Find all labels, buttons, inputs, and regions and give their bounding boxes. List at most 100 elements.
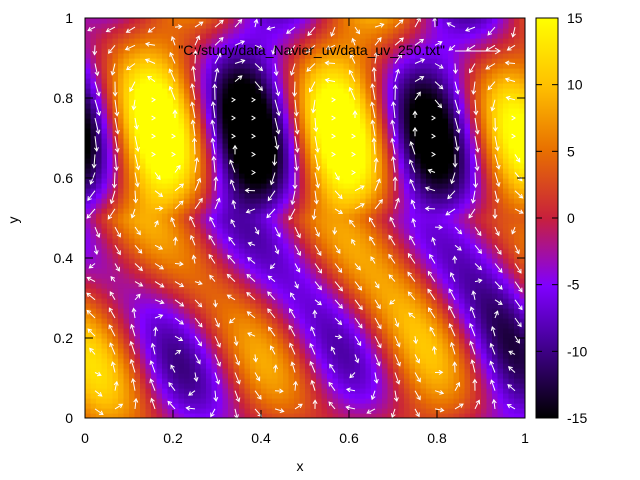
heatmap-cell <box>123 268 130 274</box>
heatmap-cell <box>299 313 306 319</box>
heatmap-cell <box>393 363 400 369</box>
heatmap-cell <box>365 88 372 94</box>
heatmap-cell <box>255 343 262 349</box>
heatmap-cell <box>173 143 180 149</box>
heatmap-cell <box>321 113 328 119</box>
heatmap-cell <box>101 83 108 89</box>
heatmap-cell <box>90 343 97 349</box>
heatmap-cell <box>338 48 345 54</box>
heatmap-cell <box>354 138 361 144</box>
heatmap-cell <box>90 318 97 324</box>
heatmap-cell <box>310 63 317 69</box>
heatmap-cell <box>327 38 334 44</box>
heatmap-cell <box>360 393 367 399</box>
heatmap-cell <box>173 328 180 334</box>
heatmap-cell <box>261 98 268 104</box>
heatmap-cell <box>283 108 290 114</box>
heatmap-cell <box>261 18 268 24</box>
heatmap-cell <box>228 68 235 74</box>
heatmap-cell <box>382 143 389 149</box>
heatmap-cell <box>382 358 389 364</box>
heatmap-cell <box>222 278 229 284</box>
heatmap-cell <box>250 183 257 189</box>
heatmap-cell <box>338 53 345 59</box>
heatmap-cell <box>195 23 202 29</box>
heatmap-cell <box>140 253 147 259</box>
heatmap-cell <box>118 28 125 34</box>
heatmap-cell <box>101 193 108 199</box>
heatmap-cell <box>299 173 306 179</box>
heatmap-cell <box>85 333 92 339</box>
heatmap-cell <box>343 68 350 74</box>
heatmap-cell <box>195 43 202 49</box>
heatmap-cell <box>283 113 290 119</box>
heatmap-cell <box>299 358 306 364</box>
heatmap-cell <box>90 78 97 84</box>
heatmap-cell <box>184 258 191 264</box>
heatmap-cell <box>261 113 268 119</box>
heatmap-cell <box>327 93 334 99</box>
heatmap-cell <box>283 238 290 244</box>
heatmap-cell <box>167 298 174 304</box>
heatmap-cell <box>426 403 433 409</box>
heatmap-cell <box>277 138 284 144</box>
heatmap-cell <box>398 93 405 99</box>
heatmap-cell <box>112 228 119 234</box>
heatmap-cell <box>272 183 279 189</box>
heatmap-cell <box>118 178 125 184</box>
heatmap-cell <box>338 243 345 249</box>
heatmap-cell <box>250 38 257 44</box>
heatmap-cell <box>112 203 119 209</box>
heatmap-cell <box>107 388 114 394</box>
heatmap-cell <box>134 208 141 214</box>
heatmap-cell <box>107 243 114 249</box>
heatmap-cell <box>387 358 394 364</box>
heatmap-cell <box>200 393 207 399</box>
heatmap-cell <box>321 408 328 414</box>
heatmap-cell <box>189 68 196 74</box>
heatmap-cell <box>261 268 268 274</box>
heatmap-cell <box>189 48 196 54</box>
heatmap-cell <box>299 178 306 184</box>
heatmap-cell <box>360 163 367 169</box>
heatmap-cell <box>217 43 224 49</box>
heatmap-cell <box>283 73 290 79</box>
heatmap-cell <box>338 368 345 374</box>
heatmap-cell <box>277 88 284 94</box>
heatmap-cell <box>239 83 246 89</box>
heatmap-cell <box>277 413 284 418</box>
heatmap-cell <box>167 263 174 269</box>
heatmap-cell <box>398 48 405 54</box>
heatmap-cell <box>112 408 119 414</box>
heatmap-cell <box>184 213 191 219</box>
heatmap-cell <box>96 148 103 154</box>
heatmap-cell <box>288 33 295 39</box>
heatmap-cell <box>233 138 240 144</box>
heatmap-cell <box>184 328 191 334</box>
heatmap-cell <box>173 38 180 44</box>
heatmap-cell <box>222 363 229 369</box>
heatmap-cell <box>376 268 383 274</box>
heatmap-cell <box>305 188 312 194</box>
heatmap-cell <box>222 318 229 324</box>
heatmap-cell <box>156 378 163 384</box>
heatmap-cell <box>288 388 295 394</box>
heatmap-cell <box>420 143 427 149</box>
heatmap-cell <box>404 253 411 259</box>
heatmap-cell <box>156 303 163 309</box>
heatmap-cell <box>178 173 185 179</box>
heatmap-cell <box>90 118 97 124</box>
heatmap-cell <box>134 133 141 139</box>
heatmap-cell <box>107 118 114 124</box>
heatmap-cell <box>277 143 284 149</box>
heatmap-cell <box>376 83 383 89</box>
heatmap-cell <box>222 58 229 64</box>
heatmap-cell <box>382 208 389 214</box>
heatmap-cell <box>167 143 174 149</box>
heatmap-cell <box>310 403 317 409</box>
heatmap-cell <box>354 33 361 39</box>
heatmap-cell <box>189 113 196 119</box>
heatmap-cell <box>310 248 317 254</box>
heatmap-cell <box>316 88 323 94</box>
heatmap-cell <box>228 188 235 194</box>
